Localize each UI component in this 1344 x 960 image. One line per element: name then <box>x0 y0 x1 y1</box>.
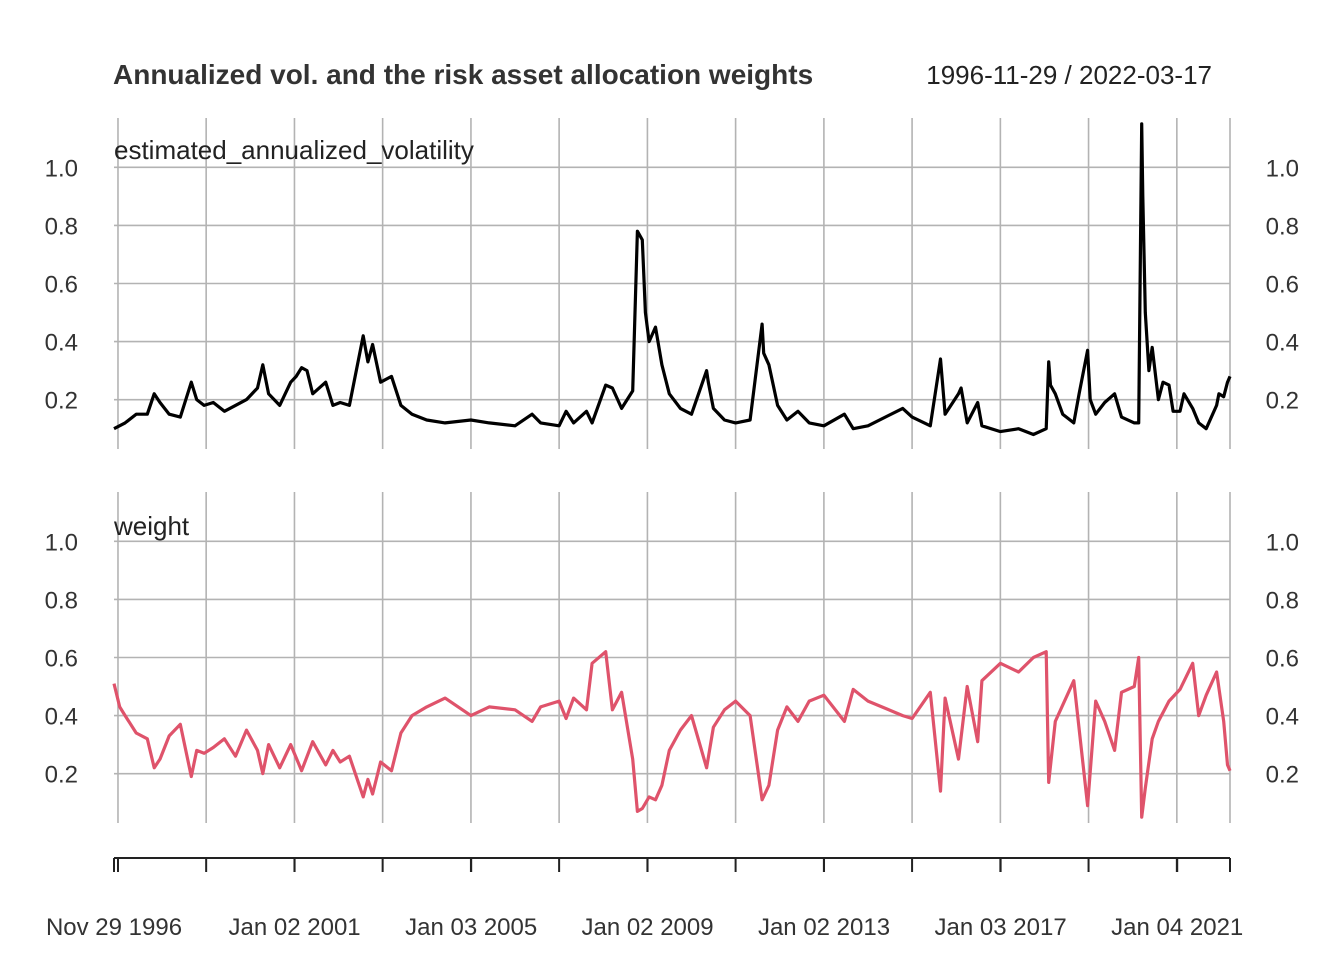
weight-y-ticks-left: 0.2 0.4 0.6 0.8 1.0 <box>45 529 78 788</box>
y-tick-label: 0.2 <box>45 762 78 789</box>
y-tick-label: 0.8 <box>45 213 78 240</box>
y-tick-label: 0.4 <box>1266 704 1299 731</box>
x-tick-label: Nov 29 1996 <box>46 914 182 941</box>
y-tick-label: 0.6 <box>1266 272 1299 299</box>
volatility-panel: estimated_annualized_volatility 0.20.40.… <box>45 118 1299 449</box>
x-tick-label: Jan 02 2009 <box>581 914 713 941</box>
x-tick-label: Jan 03 2005 <box>405 914 537 941</box>
x-tick-label: Jan 03 2017 <box>935 914 1067 941</box>
volatility-series-line <box>113 122 1232 437</box>
y-tick-label: 0.2 <box>1266 762 1299 789</box>
y-tick-label: 0.8 <box>45 587 78 614</box>
y-tick-label: 0.6 <box>45 272 78 299</box>
y-tick-label: 0.8 <box>1266 587 1299 614</box>
y-tick-label: 0.4 <box>1266 330 1299 357</box>
date-range-label: 1996-11-29 / 2022-03-17 <box>926 60 1212 90</box>
volatility-y-ticks-left: 0.2 0.4 0.6 0.8 1.0 <box>45 155 78 414</box>
x-tick-label: Jan 02 2013 <box>758 914 890 941</box>
y-tick-label: 1.0 <box>1266 529 1299 556</box>
y-tick-label: 0.2 <box>45 388 78 415</box>
weight-panel-label: weight <box>113 511 190 541</box>
volatility-grid <box>114 118 1231 449</box>
volatility-panel-label: estimated_annualized_volatility <box>114 135 474 165</box>
y-tick-label: 0.6 <box>1266 646 1299 673</box>
y-tick-label: 0.4 <box>45 330 78 357</box>
chart-title: Annualized vol. and the risk asset alloc… <box>113 59 813 90</box>
volatility-y-ticks-right: 0.2 0.4 0.6 0.8 1.0 <box>1266 155 1299 414</box>
y-tick-label: 0.8 <box>1266 213 1299 240</box>
weight-series-line <box>112 650 1232 819</box>
y-tick-label: 0.2 <box>1266 388 1299 415</box>
y-tick-label: 0.4 <box>45 704 78 731</box>
y-tick-label: 1.0 <box>45 529 78 556</box>
weight-y-ticks-right: 0.2 0.4 0.6 0.8 1.0 <box>1266 529 1299 788</box>
y-tick-label: 0.6 <box>45 646 78 673</box>
weight-grid <box>114 492 1231 823</box>
x-tick-label: Jan 04 2021 <box>1111 914 1243 941</box>
x-axis: Nov 29 1996 Jan 02 2001 Jan 03 2005 Jan 02 … <box>46 857 1243 941</box>
x-tick-label: Jan 02 2001 <box>229 914 361 941</box>
weight-panel: weight 0.2 0.4 0.6 0.8 1.0 0.2 0.4 0.6 0.8 1.0 <box>45 492 1299 823</box>
y-tick-label: 1.0 <box>1266 155 1299 182</box>
y-tick-label: 1.0 <box>45 155 78 182</box>
